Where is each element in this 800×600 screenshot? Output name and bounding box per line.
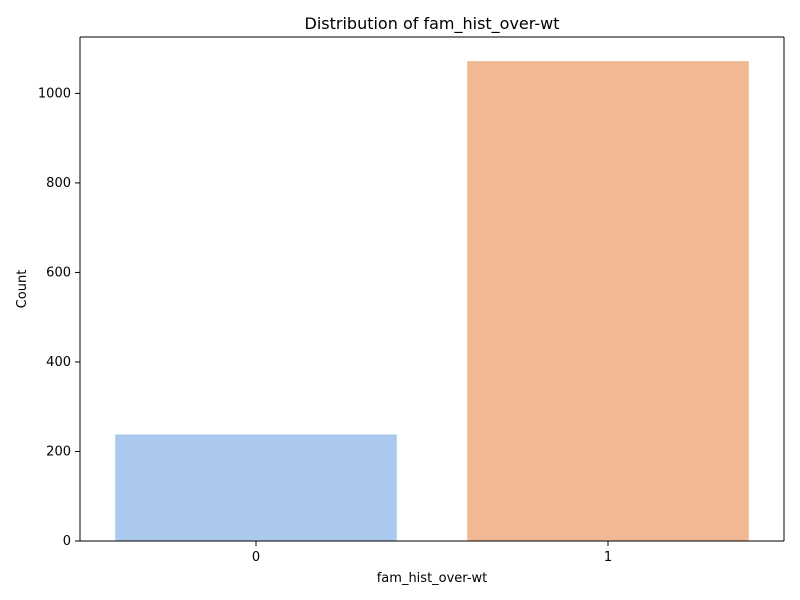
x-tick-label-0: 0 [252,550,260,565]
x-axis-label: fam_hist_over-wt [377,571,488,586]
y-tick-label-1000: 1000 [38,86,71,101]
y-tick-label-400: 400 [46,355,71,370]
chart-title: Distribution of fam_hist_over-wt [305,14,560,34]
y-ticks: 0 200 400 600 800 1000 [38,86,80,549]
y-axis-label: Count [15,270,30,309]
y-tick-label-0: 0 [63,534,71,549]
x-tick-label-1: 1 [604,550,612,565]
bar-0 [115,434,397,541]
y-tick-label-800: 800 [46,176,71,191]
y-tick-label-200: 200 [46,444,71,459]
y-tick-label-600: 600 [46,265,71,280]
plot-area [115,61,749,542]
bar-1 [467,61,749,542]
